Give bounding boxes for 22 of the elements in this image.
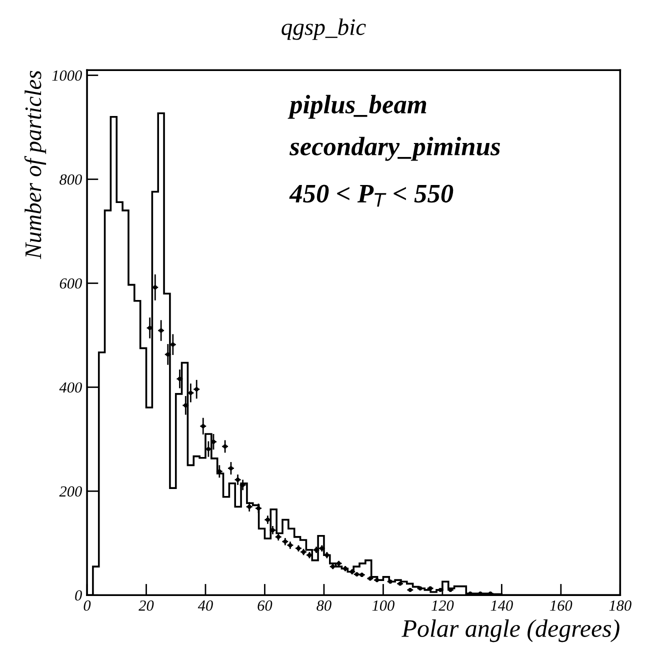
- x-tick-label: 160: [550, 600, 572, 611]
- y-axis-title: Number of particles: [24, 70, 46, 260]
- y-tick-label: 800: [60, 174, 82, 185]
- annotation: piplus_beam: [288, 94, 426, 119]
- y-tick-label: 600: [60, 278, 82, 289]
- x-axis-title: Polar angle (degrees): [402, 619, 620, 642]
- y-tick-label: 400: [59, 382, 82, 393]
- y-tick-label: 200: [59, 486, 82, 497]
- chart-title: qgsp_bic: [282, 18, 366, 40]
- x-tick-label: 140: [490, 600, 513, 611]
- x-tick-label: 40: [198, 600, 213, 611]
- annotation: 450 < P$_{T}$ < 550: [289, 184, 454, 207]
- x-tick-label: 120: [432, 600, 454, 611]
- y-tick-label: 1000: [52, 70, 82, 81]
- annotation: secondary_piminus: [289, 136, 500, 161]
- x-tick-label: 0: [84, 600, 91, 611]
- x-tick-label: 100: [372, 600, 394, 611]
- x-tick-label: 60: [258, 600, 272, 611]
- x-tick-label: 180: [609, 600, 632, 611]
- y-tick-label: 0: [75, 590, 82, 601]
- x-tick-label: 80: [316, 600, 332, 611]
- x-tick-label: 20: [138, 600, 154, 611]
